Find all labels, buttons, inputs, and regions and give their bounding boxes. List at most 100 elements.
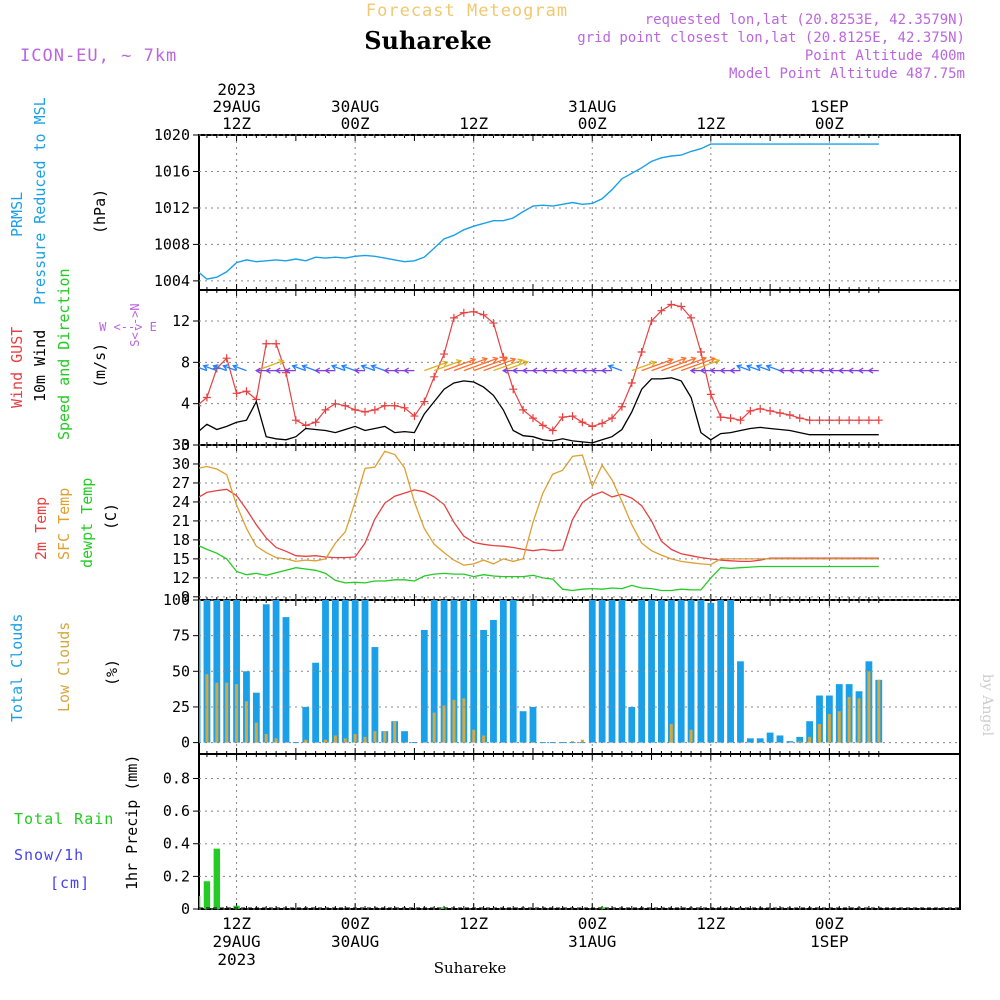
wind-arrowhead bbox=[808, 367, 815, 374]
total-cloud-bar bbox=[816, 695, 823, 743]
total-cloud-bar bbox=[450, 600, 458, 743]
wind-dir-label: Speed and Direction bbox=[55, 268, 73, 440]
low-cloud-bar bbox=[126, 738, 129, 742]
wind-arrowhead bbox=[264, 367, 271, 374]
rain-label: Total Rain bbox=[14, 810, 114, 828]
low-cloud-bar bbox=[818, 724, 821, 743]
top-tick-label: 2023 bbox=[217, 80, 256, 99]
low-cloud-bar bbox=[393, 721, 397, 743]
gust-marker bbox=[199, 405, 202, 407]
gust-marker bbox=[202, 393, 211, 402]
low-cloud-bar bbox=[442, 705, 446, 743]
gust-marker bbox=[114, 412, 122, 420]
total-cloud-bar bbox=[638, 600, 646, 743]
wind-arrowhead bbox=[370, 364, 377, 371]
wind-arrowhead bbox=[301, 364, 308, 371]
gust-marker bbox=[538, 421, 547, 430]
wind-arrowhead bbox=[680, 356, 687, 363]
y-tick-label: 1016 bbox=[154, 162, 190, 180]
wind-arrowhead bbox=[798, 367, 805, 374]
wind-arrowhead bbox=[393, 367, 400, 374]
wind-arrow bbox=[651, 357, 686, 372]
total-cloud-bar bbox=[420, 629, 428, 743]
footer-station: Suhareke bbox=[434, 959, 507, 977]
wind-arrowhead bbox=[667, 357, 674, 364]
gust-marker bbox=[361, 407, 370, 416]
wind-arrowhead bbox=[481, 357, 488, 363]
plot-layer bbox=[114, 143, 960, 909]
model-altitude: Model Point Altitude 487.75m bbox=[729, 66, 965, 82]
wind-arrow bbox=[463, 357, 498, 372]
y-tick-label: 24 bbox=[172, 493, 190, 511]
wind-arrowhead bbox=[456, 359, 463, 366]
gust-marker bbox=[242, 387, 251, 396]
gust-marker bbox=[272, 339, 281, 348]
wind-arrowhead bbox=[138, 368, 142, 373]
rain-bar bbox=[213, 848, 221, 909]
rain-bar bbox=[203, 881, 211, 909]
gust-marker bbox=[519, 405, 528, 414]
wind-arrow bbox=[736, 365, 751, 372]
low-cloud-bar bbox=[373, 731, 377, 743]
top-tick-label: 00Z bbox=[341, 114, 370, 133]
low-cloud-bar bbox=[837, 711, 841, 743]
wind-arrow bbox=[223, 365, 237, 372]
gust-marker bbox=[548, 426, 557, 435]
wind-arrowhead bbox=[194, 365, 199, 370]
total-cloud-bar bbox=[677, 600, 685, 743]
y-tick-label: 33 bbox=[172, 436, 190, 454]
total-cloud-bar bbox=[529, 706, 537, 743]
gust-marker bbox=[509, 385, 518, 394]
y-tick-label: 1008 bbox=[154, 235, 190, 253]
low-cloud-bar bbox=[847, 696, 851, 743]
low-cloud-bar bbox=[877, 679, 881, 743]
wind-arrow bbox=[671, 357, 707, 372]
wind-arrowhead bbox=[353, 367, 360, 374]
wind-arrow bbox=[361, 365, 376, 372]
total-cloud-bar bbox=[608, 600, 616, 743]
top-tick-label: 00Z bbox=[815, 114, 844, 133]
wind-arrowhead bbox=[521, 367, 528, 374]
low-cloud-bar bbox=[244, 701, 248, 743]
low-cloud-bar bbox=[254, 722, 258, 743]
total-cloud-bar bbox=[737, 661, 744, 743]
total-cloud-bar bbox=[312, 662, 320, 743]
wind-arrowhead bbox=[788, 367, 795, 374]
gust-marker bbox=[657, 306, 666, 315]
wind-arrow bbox=[302, 365, 316, 372]
gust-marker bbox=[815, 416, 824, 425]
total-cloud-bar bbox=[667, 600, 675, 743]
total-cloud-bar bbox=[213, 600, 221, 743]
total-cloud-bar bbox=[707, 602, 715, 743]
pressure-label-short: PRMSL bbox=[8, 192, 26, 237]
gust-marker bbox=[677, 302, 686, 311]
gust-marker bbox=[647, 317, 656, 325]
top-tick-label: 12Z bbox=[459, 114, 488, 133]
low-cloud-bar bbox=[472, 729, 476, 743]
low-cloud-bar bbox=[452, 699, 456, 743]
gust-marker bbox=[380, 401, 389, 410]
wind-arrowhead bbox=[222, 364, 229, 371]
point-altitude: Point Altitude 400m bbox=[805, 48, 965, 64]
wind-arrow bbox=[433, 360, 462, 372]
wind-arrowhead bbox=[828, 367, 834, 374]
gust-line bbox=[199, 303, 879, 432]
wind-arrowhead bbox=[857, 367, 864, 374]
top-tick-label: 12Z bbox=[696, 114, 725, 133]
wind-arrowhead bbox=[729, 367, 736, 374]
gust-marker bbox=[835, 416, 844, 425]
wind-arrowhead bbox=[330, 364, 338, 371]
wind-unit: (m/s) bbox=[91, 343, 109, 388]
top-tick-label: 00Z bbox=[578, 114, 607, 133]
low-cloud-bar bbox=[156, 723, 159, 743]
wind-arrowhead bbox=[148, 368, 152, 373]
y-tick-label: 25 bbox=[172, 698, 190, 716]
low-cloud-bar bbox=[363, 736, 367, 743]
low-cloud-bar bbox=[264, 734, 268, 743]
gust-marker bbox=[785, 411, 794, 420]
wind-arrow bbox=[292, 365, 306, 372]
low-cloud-bar bbox=[827, 714, 831, 743]
pressure-label-long: Pressure Reduced to MSL bbox=[31, 97, 49, 305]
t2m-line bbox=[199, 488, 879, 563]
wind-arrowhead bbox=[202, 364, 209, 371]
